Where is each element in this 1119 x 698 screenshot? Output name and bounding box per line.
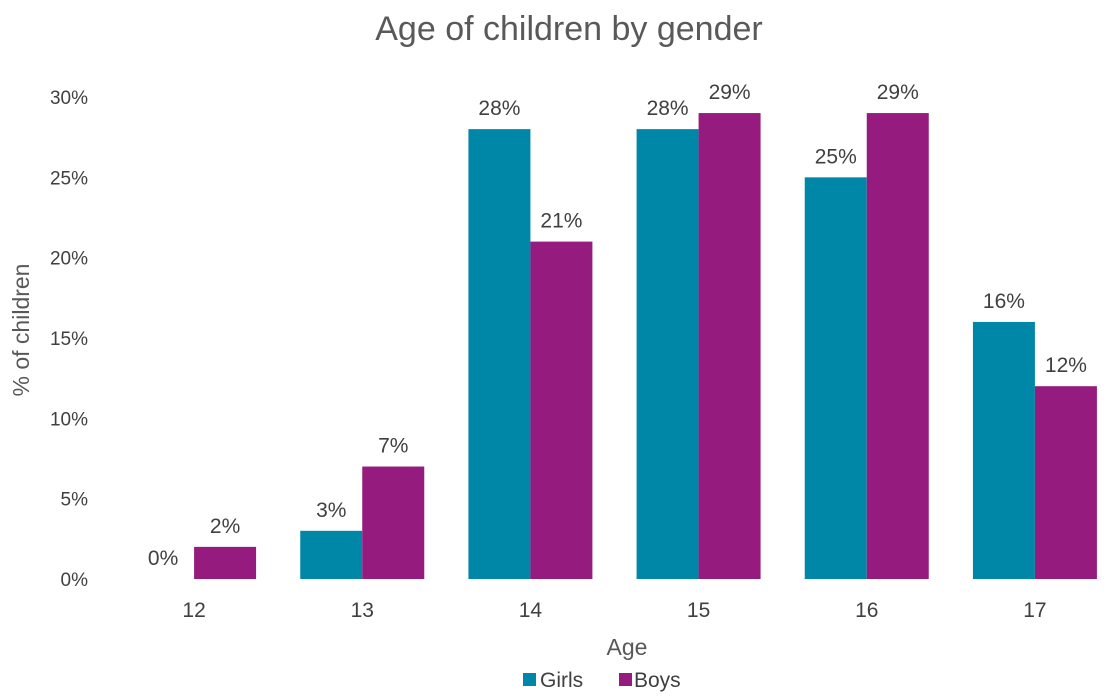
data-label-boys-13: 7% bbox=[378, 435, 408, 458]
x-tick-label: 14 bbox=[519, 599, 543, 622]
bar-boys-12 bbox=[194, 546, 257, 579]
y-tick-label: 30% bbox=[50, 88, 88, 109]
bar-girls-13 bbox=[300, 530, 363, 579]
legend-swatch-girls bbox=[523, 673, 536, 686]
bar-boys-13 bbox=[362, 466, 425, 579]
y-tick-label: 15% bbox=[50, 329, 88, 350]
bar-boys-15 bbox=[698, 113, 761, 580]
bar-girls-15 bbox=[636, 129, 699, 579]
legend-swatch-boys bbox=[619, 673, 632, 686]
y-tick-label: 20% bbox=[50, 249, 88, 270]
data-label-girls-17: 16% bbox=[983, 290, 1025, 313]
data-label-girls-15: 28% bbox=[647, 97, 689, 120]
data-labels-group: 0% 2% 3% 7% 28% 21% 28% 29% 25% 29% 16% 12% bbox=[148, 81, 1087, 570]
data-label-boys-14: 21% bbox=[540, 210, 582, 233]
data-label-girls-14: 28% bbox=[478, 97, 520, 120]
x-tick-label: 13 bbox=[351, 599, 374, 622]
bar-boys-14 bbox=[530, 241, 593, 579]
y-tick-label: 10% bbox=[50, 409, 88, 430]
chart-title: Age of children by gender bbox=[375, 10, 762, 48]
data-label-girls-16: 25% bbox=[815, 145, 857, 168]
y-tick-label: 0% bbox=[61, 570, 89, 591]
data-label-boys-15: 29% bbox=[709, 81, 751, 104]
bar-girls-14 bbox=[468, 129, 531, 579]
x-tick-label: 17 bbox=[1023, 599, 1046, 622]
x-axis-ticks: 12 13 14 15 16 17 bbox=[182, 599, 1046, 622]
data-label-girls-13: 3% bbox=[316, 499, 346, 522]
bars-group bbox=[194, 113, 1097, 580]
bar-boys-17 bbox=[1034, 386, 1097, 579]
data-label-girls-12: 0% bbox=[148, 547, 178, 570]
y-axis-label: % of children bbox=[8, 264, 34, 397]
data-label-boys-12: 2% bbox=[210, 515, 240, 538]
bar-girls-17 bbox=[972, 321, 1035, 579]
legend: Girls Boys bbox=[523, 669, 681, 692]
y-tick-label: 25% bbox=[50, 168, 88, 189]
x-tick-label: 16 bbox=[855, 599, 878, 622]
bar-boys-16 bbox=[866, 113, 929, 580]
legend-label-girls: Girls bbox=[540, 669, 583, 692]
y-tick-label: 5% bbox=[61, 490, 89, 511]
data-label-boys-16: 29% bbox=[877, 81, 919, 104]
data-label-boys-17: 12% bbox=[1045, 354, 1087, 377]
x-tick-label: 15 bbox=[687, 599, 710, 622]
y-axis-ticks: 0% 5% 10% 15% 20% 25% 30% bbox=[50, 88, 88, 591]
x-tick-label: 12 bbox=[182, 599, 205, 622]
bar-girls-16 bbox=[804, 177, 867, 580]
x-axis-label: Age bbox=[607, 634, 648, 660]
legend-label-boys: Boys bbox=[634, 669, 681, 692]
